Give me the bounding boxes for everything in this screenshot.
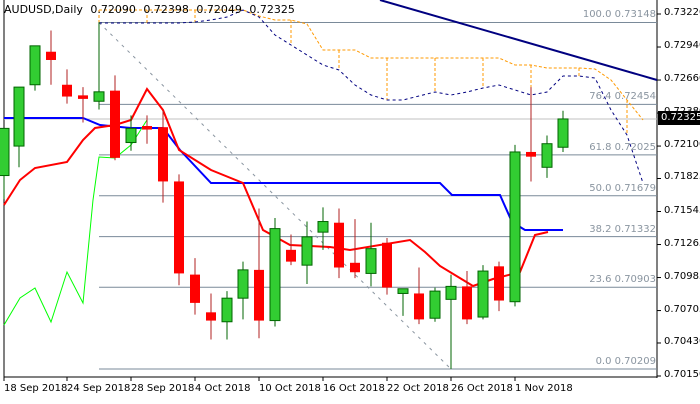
bullish-candle[interactable] [477,270,489,318]
time-tick-label: 10 Oct 2018 [259,383,321,394]
current-price-tag: 0.72325 [658,111,700,125]
fib-diagonal [98,22,452,370]
bearish-candle[interactable] [350,262,360,273]
time-tick-label: 18 Sep 2018 [4,383,68,394]
fib-level-label: 38.2 0.71332 [589,223,656,235]
bearish-candle[interactable] [158,127,168,182]
bearish-candle[interactable] [174,181,184,274]
senkou-span-b [99,9,644,184]
price-tick-label: 0.71545 [664,204,700,216]
bullish-candle[interactable] [29,45,41,86]
bullish-candle[interactable] [557,118,569,148]
chikou-span-line [3,119,148,326]
bearish-candle[interactable] [190,274,200,303]
bullish-candle[interactable] [429,290,441,319]
fib-level-label: 23.6 0.70903 [589,274,656,286]
bullish-candle[interactable] [445,285,457,300]
fib-level-label: 100.0 0.73148 [582,9,656,21]
price-tick-label: 0.70985 [664,270,700,282]
bullish-candle[interactable] [0,127,10,177]
bearish-candle[interactable] [494,266,504,301]
bearish-candle[interactable] [46,51,56,60]
bearish-candle[interactable] [142,126,152,130]
time-tick-label: 1 Nov 2018 [515,383,573,394]
fib-level-label: 76.4 0.72454 [589,91,656,103]
symbol-label: AUDUSD,Daily [4,3,83,16]
bullish-candle[interactable] [397,288,409,294]
bullish-candle[interactable] [125,127,137,144]
descending-trendline[interactable] [379,0,658,81]
bearish-candle[interactable] [78,95,88,99]
fib-level-label: 50.0 0.71679 [589,182,656,194]
bearish-candle[interactable] [334,222,344,268]
senkou-span-a [99,9,644,121]
bullish-candle[interactable] [221,297,233,323]
high-value: 0.72398 [143,3,189,16]
bullish-candle[interactable] [93,91,105,102]
bullish-candle[interactable] [509,151,521,303]
fib-level-label: 0.0 0.70209 [595,356,656,368]
time-tick-label: 24 Sep 2018 [67,383,131,394]
bearish-candle[interactable] [526,151,536,157]
bearish-candle[interactable] [110,90,120,158]
price-tick-label: 0.70705 [664,303,700,315]
time-tick-label: 4 Oct 2018 [195,383,251,394]
bearish-candle[interactable] [62,84,72,97]
close-value: 0.72325 [249,3,295,16]
bearish-candle[interactable] [206,312,216,321]
time-tick-label: 22 Oct 2018 [387,383,449,394]
bearish-candle[interactable] [462,286,472,320]
price-tick-label: 0.71825 [664,171,700,183]
low-value: 0.72049 [196,3,242,16]
bearish-candle[interactable] [286,249,296,262]
price-tick-label: 0.70150 [664,369,700,380]
bullish-candle[interactable] [365,248,377,274]
fib-level-label: 61.8 0.72025 [589,141,656,153]
time-tick-label: 26 Oct 2018 [451,383,513,394]
open-value: 0.72090 [90,3,136,16]
price-tick-label: 0.71265 [664,237,700,249]
bullish-candle[interactable] [13,86,25,147]
bullish-candle[interactable] [237,269,249,299]
time-tick-label: 16 Oct 2018 [323,383,385,394]
bullish-candle[interactable] [541,143,553,168]
bearish-candle[interactable] [414,293,424,320]
bullish-candle[interactable] [269,228,281,322]
bullish-candle[interactable] [317,221,329,233]
tenkan-sen-line [3,87,549,288]
bullish-candle[interactable] [301,236,313,266]
chart-title: AUDUSD,Daily 0.72090 0.72398 0.72049 0.7… [4,3,299,16]
bearish-candle[interactable] [382,242,392,288]
time-tick-label: 28 Sep 2018 [131,383,195,394]
bearish-candle[interactable] [254,269,264,321]
